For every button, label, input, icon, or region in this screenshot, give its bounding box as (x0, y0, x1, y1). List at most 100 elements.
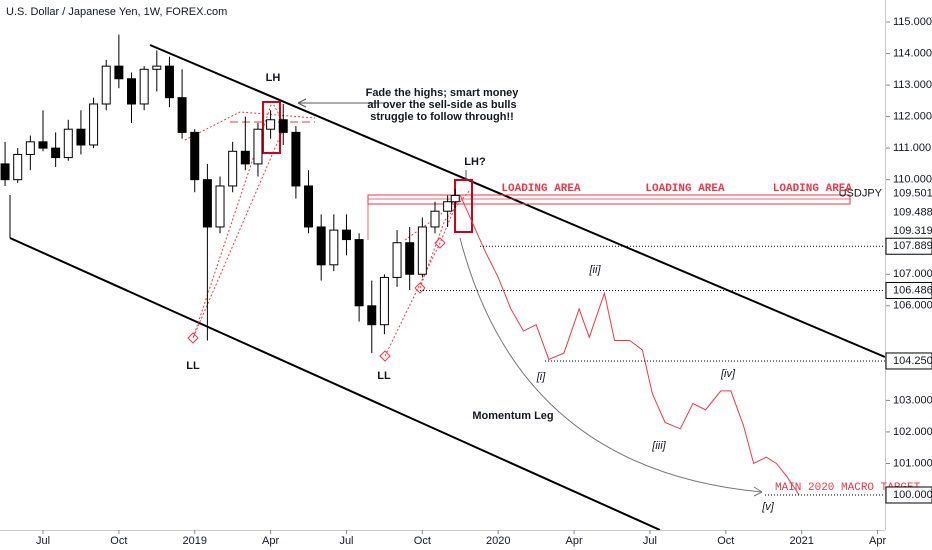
candle-body (341, 229, 351, 241)
structure-line (192, 100, 286, 339)
candle-body (430, 210, 440, 228)
candle-body (114, 65, 124, 80)
y-tick-label: 112.000 (893, 111, 932, 123)
wave-label: [iii] (651, 440, 666, 452)
candle-body (177, 97, 187, 133)
momentum-label: Momentum Leg (472, 410, 553, 422)
projection-line (459, 195, 800, 496)
candle-body (25, 141, 35, 155)
candle-body (139, 68, 149, 105)
candle-body (392, 242, 402, 278)
candle-body (164, 65, 174, 99)
wave-label: [ii] (589, 264, 602, 276)
marks (0, 34, 885, 496)
candle-body (190, 131, 200, 181)
structure-line (184, 111, 316, 141)
candle-body (278, 119, 288, 133)
candle-body (253, 128, 263, 165)
x-tick-label: Oct (110, 535, 127, 547)
annotations: USDJPY LH LH? LL LL Fade the highs; smart mon… (186, 72, 920, 513)
candle-body (266, 119, 276, 130)
note-arrow-head (297, 98, 307, 108)
label-ll: LL (186, 360, 200, 372)
y-tick-label: 102.000 (893, 426, 932, 438)
wave-label: [v] (761, 501, 775, 513)
y-tick-label: 103.000 (893, 394, 932, 406)
momentum-arc-head (753, 486, 763, 497)
x-tick-label: Jul (339, 535, 353, 547)
candle-body (127, 78, 137, 105)
candle-body (228, 150, 238, 187)
candle-body (304, 185, 314, 228)
candle-body (379, 276, 389, 326)
candle-body (89, 103, 99, 146)
structure-line (384, 199, 459, 357)
structure-line (419, 189, 471, 289)
candle-body (202, 179, 212, 228)
candle-body (76, 128, 86, 146)
candle-body (450, 194, 460, 203)
wave-label: [iv] (720, 368, 736, 380)
x-tick-label: 2021 (789, 535, 813, 547)
level-tag (885, 237, 932, 255)
y-tick-label: 115.000 (893, 16, 932, 28)
candle-body (443, 201, 453, 212)
candle-body (63, 128, 73, 159)
y-tick-label: 101.000 (893, 457, 932, 469)
candle-body (101, 65, 111, 105)
label-lh: LH? (464, 156, 486, 168)
x-tick-label: Oct (717, 535, 734, 547)
price-tag (886, 185, 932, 202)
plot-area (9, 44, 886, 531)
loading-area-label: LOADING AREA (773, 183, 853, 195)
level-label: 106.486 (893, 284, 932, 296)
candle-body (51, 147, 61, 159)
y-tick-label: 106.000 (893, 300, 932, 312)
y-tick-label: 111.000 (893, 142, 931, 154)
wave-label: [i] (536, 371, 547, 383)
x-tick-label: 2020 (486, 535, 510, 547)
candle-body (291, 131, 301, 187)
level-label: 104.250 (893, 355, 932, 367)
x-tick-label: Apr (869, 535, 886, 547)
channel-lower (9, 237, 661, 531)
target-label: MAIN 2020 MACRO TARGET (775, 482, 921, 494)
x-tick-label: Jul (643, 535, 657, 547)
y-tick-label: 113.000 (893, 79, 932, 91)
level-label: 107.889 (893, 240, 932, 252)
level-tag (885, 281, 932, 299)
y-tick-label: 110.000 (893, 174, 932, 186)
x-tick-label: Oct (414, 535, 431, 547)
candle-body (354, 239, 364, 307)
label-lh: LH (266, 72, 281, 84)
note-text: Fade the highs; smart money (366, 87, 520, 99)
candle-body (240, 150, 250, 165)
loading-area-label: LOADING AREA (645, 183, 725, 195)
pivot-marker (187, 237, 446, 362)
note-text: all over the sell-side as bulls (367, 99, 516, 111)
level-label: 100.000 (893, 489, 932, 501)
loading-area-label: LOADING AREA (501, 183, 581, 195)
y-tick-label: 114.000 (893, 47, 932, 59)
candle-body (417, 226, 427, 275)
chart-title: U.S. Dollar / Japanese Yen, 1W, FOREX.co… (6, 6, 227, 18)
y-tick-label: 107.000 (893, 268, 932, 280)
candle-body (405, 242, 415, 275)
x-tick-label: Jul (36, 535, 50, 547)
candle-body (38, 141, 48, 149)
candle-body (329, 229, 339, 266)
price-label: 109.319 (893, 225, 932, 237)
momentum-arc (459, 237, 763, 493)
level-tag (885, 486, 932, 504)
x-tick-label: Apr (566, 535, 583, 547)
price-label: 109.488 (893, 207, 932, 219)
symbol-label: USDJPY (839, 187, 883, 199)
candle-body (215, 185, 225, 228)
label-ll: LL (377, 370, 391, 382)
candle-body (152, 65, 162, 70)
level-tag (885, 352, 932, 370)
axes: 115.000 114.000 113.000 112.000 111.000 110.0… (36, 16, 932, 547)
candle-body (0, 163, 10, 181)
